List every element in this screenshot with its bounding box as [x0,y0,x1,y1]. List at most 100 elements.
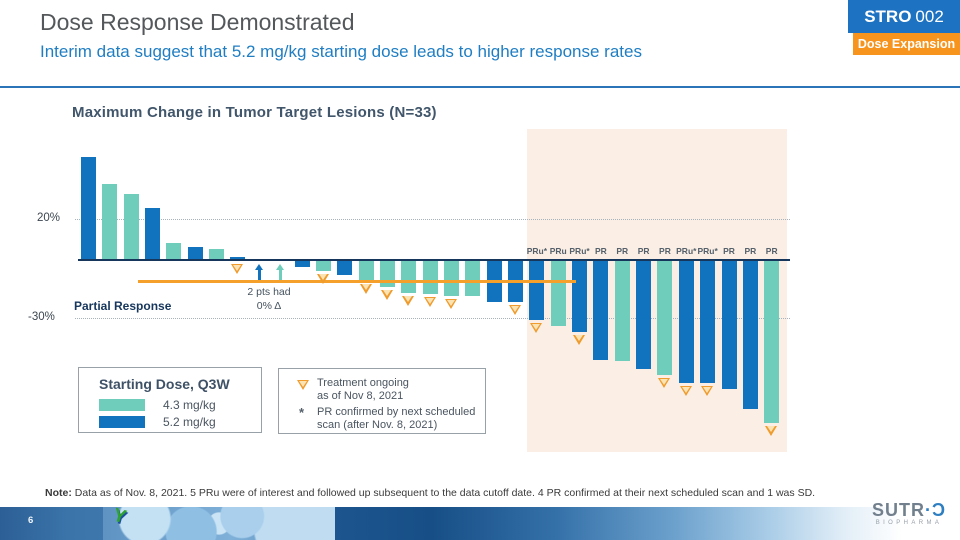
bar-patient-26 [614,261,630,362]
footnote-text: Data as of Nov. 8, 2021. 5 PRu were of i… [71,487,816,499]
bar-patient-3 [123,193,139,259]
marker-legend: Treatment ongoing as of Nov 8, 2021 * PR… [278,368,486,434]
orange-reference-line [138,280,576,283]
header: Dose Response Demonstrated Interim data … [0,0,960,88]
bar-patient-4 [145,207,161,259]
bar-patient-6 [187,247,203,259]
bar-patient-28 [657,261,673,376]
triangle-down-icon [658,378,671,389]
sutro-logo-text: SUTR [872,500,925,520]
up-arrow-icon [276,264,285,270]
program-badge: STRO 002 [848,0,960,33]
response-label: PR [659,246,671,256]
dose-legend-title: Starting Dose, Q3W [99,376,230,392]
response-label: PRu* [676,246,697,256]
bar-patient-11 [294,261,310,267]
bar-patient-15 [379,261,395,287]
sutro-logo: SUTR·Ɔ BIOPHARMA [872,501,946,526]
dose-43-label: 4.3 mg/kg [163,398,216,412]
footnote: Note: Data as of Nov. 8, 2021. 5 PRu wer… [45,487,815,499]
bar-patient-23 [550,261,566,326]
bar-patient-25 [593,261,609,360]
triangle-down-icon [679,386,692,397]
triangle-down-icon [444,299,457,310]
annotation-line1: 2 pts had [247,286,291,298]
y-tick-minus30: -30% [28,311,55,323]
chart-title: Maximum Change in Tumor Target Lesions (… [72,104,437,121]
response-label: PR [594,246,607,256]
ongoing-legend-line1: Treatment ongoing [317,377,409,389]
triangle-down-icon [297,380,309,390]
bar-patient-17 [422,261,438,295]
partial-response-label: Partial Response [74,299,172,313]
zero-change-arrow [254,264,264,281]
response-label: PR [637,246,650,256]
bar-patient-14 [358,261,374,281]
response-label: PR [744,246,757,256]
response-label: PR [765,246,778,256]
ongoing-legend-text: Treatment ongoing as of Nov 8, 2021 [317,377,409,404]
response-label: PRu [549,246,567,256]
program-badge-name: STRO [864,6,912,26]
up-arrow-stem [279,269,282,280]
page-title: Dose Response Demonstrated [40,9,355,35]
bar-patient-2 [102,184,118,259]
confirmed-legend-line2: scan (after Nov. 8, 2021) [317,419,438,432]
footnote-label: Note: [45,487,72,499]
triangle-down-icon [402,295,415,306]
bar-patient-32 [742,261,758,409]
program-badge-number: 002 [915,6,944,26]
bar-patient-19 [465,261,481,297]
reversed-c-logo-mark: ·Ɔ [925,500,946,520]
cells-photo [103,507,335,540]
ongoing-legend-line2: as of Nov 8, 2021 [317,390,404,403]
page-subtitle: Interim data suggest that 5.2 mg/kg star… [40,42,642,61]
zero-change-annotation: 2 pts had 0% Δ [225,286,313,313]
bar-patient-33 [764,261,780,423]
bar-patient-24 [572,261,588,332]
response-label: PR [616,246,629,256]
dose-43-swatch [99,399,145,411]
triangle-down-icon [509,305,521,316]
gridline-20pct [75,219,790,220]
bar-patient-5 [166,243,182,259]
bar-patient-8 [230,257,246,259]
dose-52-label: 5.2 mg/kg [163,415,216,429]
dose-expansion-badge: Dose Expansion [853,33,960,55]
bar-patient-30 [700,261,716,384]
triangle-down-icon [530,323,543,334]
zero-baseline [78,259,790,261]
response-label: PRu* [697,246,718,256]
zero-change-arrow [276,264,285,281]
up-arrow-icon [254,264,263,270]
bar-patient-16 [401,261,417,293]
triangle-down-icon [765,425,778,436]
sutro-logo-wordmark: SUTR·Ɔ [872,501,946,519]
triangle-down-icon [573,334,586,345]
triangle-down-icon [423,297,436,308]
bar-patient-13 [337,261,353,275]
bar-patient-1 [81,156,96,259]
triangle-down-icon [231,264,244,274]
confirmed-legend-line1: PR confirmed by next scheduled [317,406,476,418]
bar-patient-12 [315,261,331,271]
response-label: PRu* [569,246,590,256]
bar-patient-31 [721,261,737,390]
response-label: PR [723,246,735,256]
up-arrow-stem [257,269,261,280]
sutro-logo-subtext: BIOPHARMA [875,520,943,526]
annotation-line2: 0% Δ [256,299,282,312]
y-tick-20: 20% [37,212,61,224]
page-number: 6 [28,515,34,526]
dose-legend: Starting Dose, Q3W 4.3 mg/kg 5.2 mg/kg [78,367,262,433]
bar-patient-29 [678,261,694,384]
response-label: PRu* [526,246,547,256]
triangle-down-icon [359,283,372,294]
gridline-minus30pct [75,318,790,319]
triangle-down-icon [316,273,329,284]
dose-52-swatch [99,416,145,428]
bar-patient-18 [443,261,459,297]
bar-patient-22 [529,261,545,321]
